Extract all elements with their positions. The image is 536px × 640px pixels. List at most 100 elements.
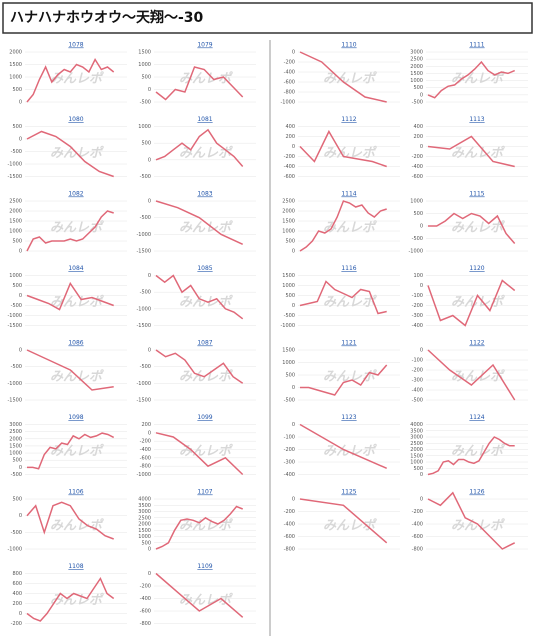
data-line (26, 501, 114, 540)
chart-title[interactable]: 1084 (68, 265, 83, 272)
data-line (299, 498, 388, 544)
chart-title[interactable]: 1081 (197, 116, 212, 123)
chart-title[interactable]: 1086 (68, 340, 83, 347)
watermark: みんレポ (179, 518, 233, 534)
chart-title[interactable]: 1107 (197, 489, 212, 496)
watermark: みんレポ (179, 369, 233, 385)
chart-title[interactable]: 1087 (197, 340, 212, 347)
y-tick-label: 0 (19, 465, 22, 471)
y-tick-label: 1000 (138, 62, 151, 68)
y-tick-label: 3000 (410, 435, 423, 441)
data-line (155, 128, 244, 167)
data-line (299, 51, 387, 103)
data-line (26, 349, 114, 391)
watermark: みんレポ (323, 220, 377, 236)
y-tick-label: -1000 (136, 306, 151, 312)
y-tick-label: -500 (412, 236, 423, 242)
y-tick-label: 1500 (138, 50, 151, 56)
y-tick-label: -200 (11, 621, 22, 627)
y-tick-label: -800 (140, 621, 151, 627)
y-tick-label: -500 (11, 303, 22, 309)
chart-title[interactable]: 1106 (68, 489, 83, 496)
y-tick-label: 3500 (410, 428, 423, 434)
chart-title[interactable]: 1079 (197, 42, 212, 49)
chart-title[interactable]: 1114 (341, 191, 356, 198)
chart-title[interactable]: 1108 (68, 563, 83, 570)
y-tick-label: -1000 (408, 249, 423, 255)
chart-title[interactable]: 1083 (197, 191, 212, 198)
y-tick-label: -500 (284, 398, 295, 404)
y-tick-label: 500 (141, 75, 151, 81)
y-tick-label: -400 (412, 164, 423, 170)
data-line (300, 364, 388, 396)
y-tick-label: -600 (412, 534, 423, 540)
data-line (427, 279, 516, 327)
chart-title[interactable]: 1082 (68, 191, 83, 198)
y-tick-label: 0 (19, 100, 22, 106)
watermark: みんレポ (323, 518, 377, 534)
chart-title[interactable]: 1125 (341, 489, 356, 496)
y-tick-label: -1500 (7, 323, 22, 329)
y-tick-label: 500 (285, 239, 295, 245)
data-line (427, 436, 515, 476)
y-tick-label: -1000 (136, 381, 151, 387)
y-tick-label: 0 (420, 224, 423, 230)
chart-title[interactable]: 1109 (197, 563, 212, 570)
data-line (26, 130, 114, 178)
chart-title[interactable]: 1122 (469, 340, 484, 347)
y-tick-label: 0 (148, 157, 151, 163)
chart-title[interactable]: 1120 (469, 265, 484, 272)
data-line (427, 60, 515, 99)
data-line (427, 349, 516, 401)
chart-title[interactable]: 1124 (469, 414, 484, 421)
y-tick-label: -500 (11, 149, 22, 155)
y-tick-label: -500 (140, 215, 151, 221)
y-tick-label: -500 (140, 100, 151, 106)
y-tick-label: -1000 (280, 323, 295, 329)
y-tick-label: 2500 (410, 441, 423, 447)
y-tick-label: 1500 (410, 453, 423, 459)
watermark: みんレポ (451, 220, 505, 236)
chart-title[interactable]: 1112 (341, 116, 356, 123)
y-tick-label: 500 (413, 85, 423, 91)
y-tick-label: -1500 (136, 398, 151, 404)
chart-title[interactable]: 1110 (341, 42, 356, 49)
chart-title[interactable]: 1116 (341, 265, 356, 272)
y-tick-label: 2500 (9, 199, 22, 205)
y-tick-label: 0 (292, 249, 295, 255)
data-line (155, 572, 244, 618)
y-tick-label: 1000 (410, 460, 423, 466)
y-tick-label: 3000 (410, 50, 423, 56)
data-line (155, 274, 244, 320)
y-tick-label: -500 (412, 100, 423, 106)
y-tick-label: -200 (412, 368, 423, 374)
chart-title[interactable]: 1113 (469, 116, 484, 123)
watermark: みんレポ (179, 592, 233, 608)
chart-title[interactable]: 1080 (68, 116, 83, 123)
chart-title[interactable]: 1098 (68, 414, 83, 421)
data-line (299, 129, 387, 168)
y-tick-label: -600 (140, 455, 151, 461)
chart-title[interactable]: 1111 (469, 42, 484, 49)
y-tick-label: 400 (413, 124, 423, 130)
y-tick-label: 100 (413, 273, 423, 279)
y-tick-label: -200 (284, 509, 295, 515)
y-tick-label: -400 (412, 522, 423, 528)
y-tick-label: -200 (284, 447, 295, 453)
chart-title[interactable]: 1126 (469, 489, 484, 496)
y-tick-label: -200 (140, 439, 151, 445)
chart-title[interactable]: 1085 (197, 265, 212, 272)
chart-title[interactable]: 1121 (341, 340, 356, 347)
chart-title[interactable]: 1099 (197, 414, 212, 421)
chart-title[interactable]: 1115 (469, 191, 484, 198)
watermark: みんレポ (323, 145, 377, 161)
y-tick-label: -600 (284, 534, 295, 540)
chart-title[interactable]: 1123 (341, 414, 356, 421)
y-tick-label: -100 (412, 293, 423, 299)
y-tick-label: 0 (292, 50, 295, 56)
y-tick-label: 400 (285, 124, 295, 130)
y-tick-label: -1000 (7, 162, 22, 168)
page-title: ハナハナホウオウ～天翔～-30 (10, 9, 204, 26)
chart-title[interactable]: 1078 (68, 42, 83, 49)
